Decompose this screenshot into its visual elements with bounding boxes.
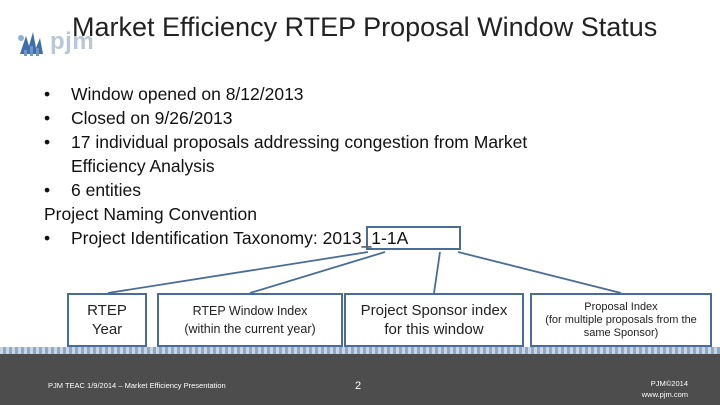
box-window-index: RTEP Window Index (within the current ye…	[157, 293, 343, 347]
slide-title: Market Efficiency RTEP Proposal Window S…	[72, 12, 658, 42]
copyright-text: PJM©2014	[650, 379, 688, 388]
page-number: 2	[355, 380, 362, 392]
bullet-continuation: Efficiency Analysis	[71, 156, 215, 176]
footer-url: www.pjm.com	[641, 390, 688, 399]
bullet-item: • Closed on 9/26/2013	[44, 108, 233, 128]
footer: PJM TEAC 1/9/2014 – Market Efficiency Pr…	[0, 347, 720, 405]
taxonomy-highlight-box	[366, 226, 461, 250]
box-proposal-index: Proposal Index (for multiple proposals f…	[530, 293, 712, 347]
logo-text: pjm	[50, 28, 95, 55]
pjm-logo-icon	[18, 32, 43, 56]
taxonomy-label: Project Identification Taxonomy:	[71, 228, 318, 248]
footer-stripe	[0, 347, 720, 354]
naming-heading: Project Naming Convention	[44, 204, 258, 224]
footer-right: PJM©2014 www.pjm.com	[620, 378, 688, 400]
bullet-item: • 6 entities	[44, 180, 142, 200]
bullet-list: • Window opened on 8/12/2013 • Closed on 9…	[44, 82, 644, 250]
taxonomy-example: 2013_1-1A	[322, 228, 409, 248]
taxonomy-item: • Project Identification Taxonomy: 2013_1…	[44, 228, 409, 248]
bullet-item: • 17 individual proposals addressing cong…	[44, 132, 528, 152]
box-sponsor-index: Project Sponsor index for this window	[344, 293, 524, 347]
footer-presentation-label: PJM TEAC 1/9/2014 – Market Efficiency Pr…	[48, 381, 226, 390]
box-rtep-year: RTEP Year	[67, 293, 147, 347]
bullet-item: • Window opened on 8/12/2013	[44, 84, 304, 104]
